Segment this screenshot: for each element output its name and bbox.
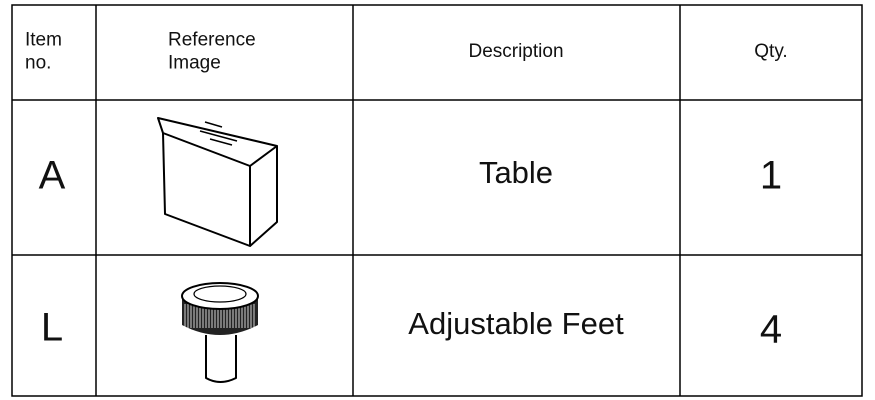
item-no: L [41,306,63,350]
table-grid [11,4,863,397]
header-cell: Item no. [25,30,62,74]
header-cell: Description [468,41,563,62]
foot-illustration [181,282,259,383]
table-illustration [157,117,278,247]
item-no: A [39,154,66,198]
quantity: 1 [760,154,782,198]
header-cell: Reference Image [168,30,256,74]
description: Table [479,155,553,190]
header-cell: Qty. [754,41,787,62]
description: Adjustable Feet [408,306,624,341]
quantity: 4 [760,308,782,352]
